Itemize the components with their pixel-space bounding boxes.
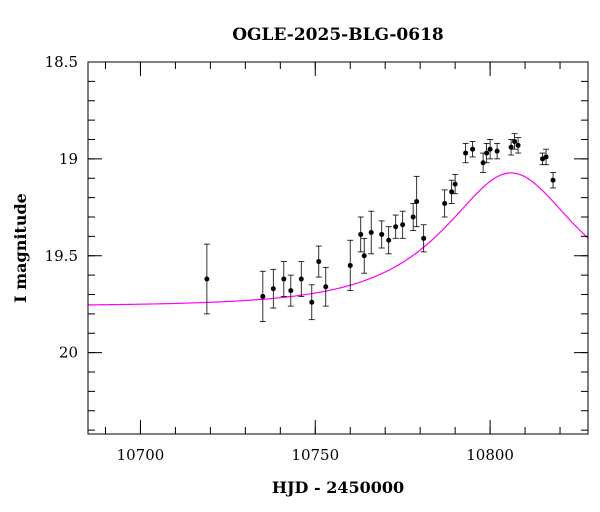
data-marker bbox=[470, 146, 476, 152]
x-axis-label: HJD - 2450000 bbox=[272, 478, 404, 497]
data-point bbox=[270, 268, 277, 309]
axes-layer bbox=[87, 61, 589, 435]
data-point bbox=[357, 216, 364, 253]
data-marker bbox=[361, 253, 367, 259]
data-point bbox=[385, 226, 392, 255]
data-marker bbox=[298, 276, 304, 282]
data-point bbox=[368, 210, 375, 255]
data-marker bbox=[347, 262, 353, 268]
data-marker bbox=[270, 286, 276, 292]
model-curve-layer bbox=[87, 172, 589, 306]
data-point bbox=[399, 210, 406, 239]
data-point bbox=[469, 141, 476, 158]
data-marker bbox=[442, 200, 448, 206]
data-point bbox=[483, 142, 490, 164]
data-point bbox=[298, 261, 305, 297]
x-tick-label: 10800 bbox=[466, 446, 514, 464]
data-marker bbox=[508, 144, 514, 150]
data-point bbox=[315, 245, 322, 278]
data-marker bbox=[288, 288, 294, 294]
data-marker bbox=[260, 293, 266, 299]
data-marker bbox=[449, 189, 455, 195]
data-marker bbox=[487, 146, 493, 152]
data-marker bbox=[379, 231, 385, 237]
data-point bbox=[410, 203, 417, 231]
data-marker bbox=[400, 222, 406, 228]
data-point bbox=[287, 274, 294, 307]
data-point bbox=[487, 139, 494, 160]
data-marker bbox=[309, 299, 315, 305]
y-tick-label: 19 bbox=[59, 150, 78, 168]
data-marker bbox=[323, 284, 329, 290]
data-point bbox=[494, 142, 501, 160]
data-point bbox=[452, 173, 459, 195]
data-marker bbox=[410, 214, 416, 220]
data-marker bbox=[421, 235, 427, 241]
data-marker bbox=[358, 231, 364, 237]
data-marker bbox=[480, 160, 486, 166]
data-marker bbox=[281, 276, 287, 282]
data-marker bbox=[452, 181, 458, 187]
data-point bbox=[361, 237, 368, 274]
tick-labels-layer: 10700 10750 10800 18.5 19 19.5 20 bbox=[45, 53, 514, 464]
data-marker bbox=[393, 224, 399, 230]
data-marker bbox=[550, 177, 556, 183]
data-marker bbox=[543, 154, 549, 160]
model-curve bbox=[87, 172, 589, 306]
y-axis-label: I magnitude bbox=[11, 193, 30, 303]
x-tick-label: 10700 bbox=[117, 446, 165, 464]
data-point bbox=[462, 142, 469, 164]
y-tick-label: 19.5 bbox=[45, 247, 78, 265]
data-point bbox=[378, 220, 385, 249]
data-point bbox=[413, 175, 420, 228]
data-marker bbox=[316, 259, 322, 265]
plot-frame bbox=[87, 61, 589, 435]
data-marker bbox=[463, 150, 469, 156]
data-point bbox=[441, 189, 448, 218]
data-marker bbox=[414, 199, 420, 204]
data-point bbox=[308, 284, 315, 321]
data-marker bbox=[368, 230, 374, 235]
chart-title: OGLE-2025-BLG-0618 bbox=[232, 25, 444, 45]
data-marker bbox=[484, 150, 490, 156]
data-point bbox=[280, 261, 287, 297]
data-marker bbox=[512, 138, 518, 144]
data-point bbox=[322, 266, 329, 307]
data-point bbox=[203, 243, 210, 315]
data-marker bbox=[494, 148, 500, 154]
data-point bbox=[347, 239, 354, 292]
x-tick-label: 10750 bbox=[291, 446, 339, 464]
data-point bbox=[515, 137, 522, 154]
data-marker bbox=[204, 276, 210, 282]
data-point bbox=[550, 172, 557, 189]
y-tick-label: 20 bbox=[59, 344, 78, 362]
data-marker bbox=[515, 142, 521, 148]
y-tick-label: 18.5 bbox=[45, 53, 78, 71]
data-point bbox=[448, 179, 455, 204]
data-point bbox=[420, 224, 427, 253]
data-points-layer bbox=[203, 133, 557, 323]
data-point bbox=[543, 148, 550, 166]
data-point bbox=[511, 133, 518, 150]
data-marker bbox=[386, 237, 392, 243]
data-point bbox=[392, 214, 399, 239]
data-point bbox=[259, 270, 266, 323]
